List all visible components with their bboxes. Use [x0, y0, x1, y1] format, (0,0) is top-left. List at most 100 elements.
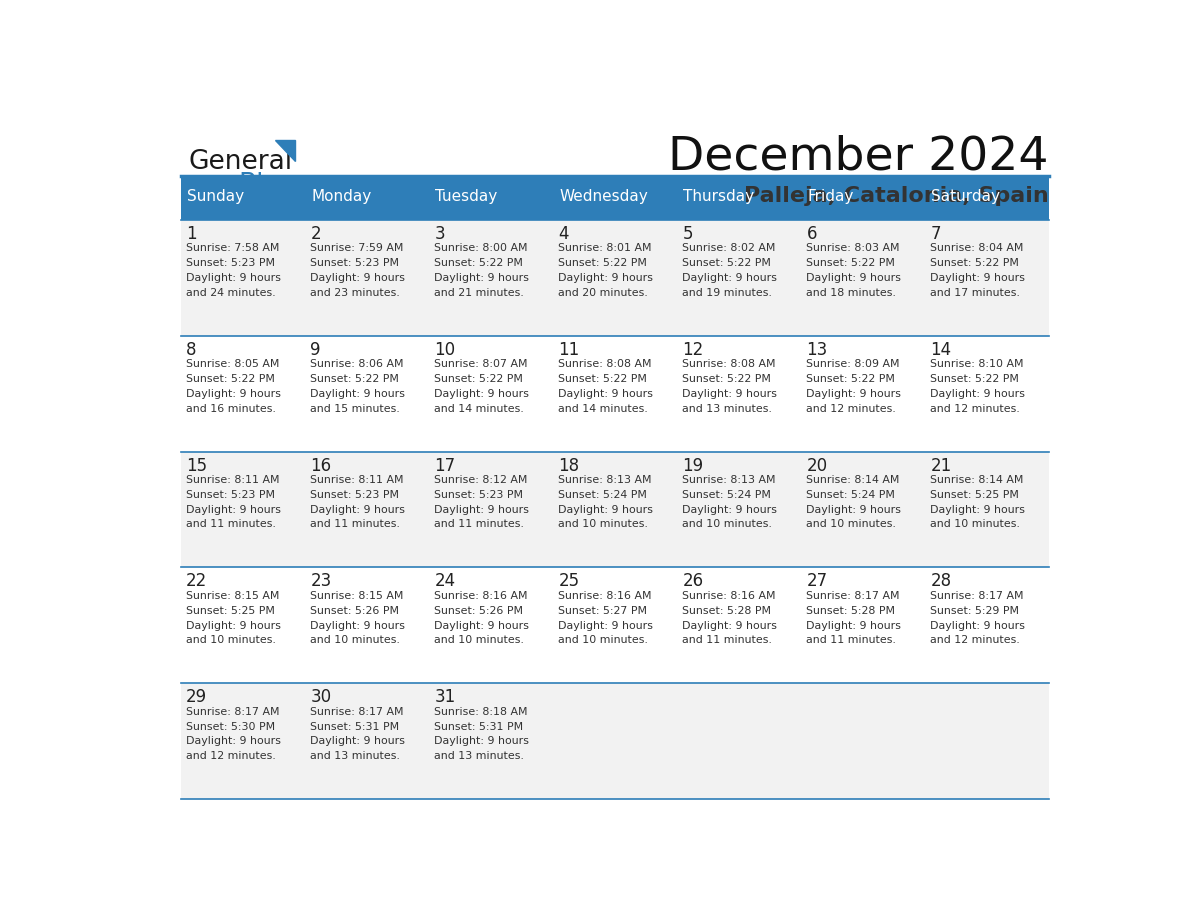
Text: Sunset: 5:22 PM: Sunset: 5:22 PM: [558, 374, 647, 384]
Text: Sunset: 5:23 PM: Sunset: 5:23 PM: [187, 489, 276, 499]
Text: Sunrise: 8:17 AM: Sunrise: 8:17 AM: [930, 591, 1024, 600]
Text: Sunrise: 8:03 AM: Sunrise: 8:03 AM: [807, 243, 899, 253]
Text: and 10 minutes.: and 10 minutes.: [310, 635, 400, 645]
Text: 31: 31: [435, 688, 455, 706]
Text: Daylight: 9 hours: Daylight: 9 hours: [310, 621, 405, 631]
FancyBboxPatch shape: [552, 452, 677, 567]
Text: Daylight: 9 hours: Daylight: 9 hours: [187, 621, 282, 631]
FancyBboxPatch shape: [429, 567, 552, 683]
Text: 6: 6: [807, 225, 817, 242]
Text: Daylight: 9 hours: Daylight: 9 hours: [682, 273, 777, 283]
Text: Daylight: 9 hours: Daylight: 9 hours: [807, 621, 902, 631]
Text: Sunrise: 7:59 AM: Sunrise: 7:59 AM: [310, 243, 404, 253]
Text: Sunrise: 8:04 AM: Sunrise: 8:04 AM: [930, 243, 1024, 253]
Text: 22: 22: [187, 573, 208, 590]
Text: and 24 minutes.: and 24 minutes.: [187, 287, 276, 297]
Text: Sunset: 5:22 PM: Sunset: 5:22 PM: [435, 258, 523, 268]
Text: 29: 29: [187, 688, 208, 706]
Text: Sunrise: 8:15 AM: Sunrise: 8:15 AM: [187, 591, 279, 600]
Text: Daylight: 9 hours: Daylight: 9 hours: [558, 388, 653, 398]
FancyBboxPatch shape: [181, 336, 305, 452]
Text: 18: 18: [558, 456, 580, 475]
Text: and 10 minutes.: and 10 minutes.: [435, 635, 524, 645]
Text: Daylight: 9 hours: Daylight: 9 hours: [682, 388, 777, 398]
Text: Daylight: 9 hours: Daylight: 9 hours: [930, 388, 1025, 398]
Text: and 10 minutes.: and 10 minutes.: [187, 635, 276, 645]
Text: Tuesday: Tuesday: [435, 189, 498, 204]
FancyBboxPatch shape: [181, 219, 305, 336]
Text: and 13 minutes.: and 13 minutes.: [682, 404, 772, 413]
Text: and 12 minutes.: and 12 minutes.: [930, 635, 1020, 645]
Text: and 12 minutes.: and 12 minutes.: [807, 404, 896, 413]
Text: 15: 15: [187, 456, 208, 475]
Text: Sunrise: 8:14 AM: Sunrise: 8:14 AM: [807, 475, 899, 485]
FancyBboxPatch shape: [801, 452, 925, 567]
Text: Daylight: 9 hours: Daylight: 9 hours: [310, 388, 405, 398]
Text: and 20 minutes.: and 20 minutes.: [558, 287, 649, 297]
Text: Sunset: 5:29 PM: Sunset: 5:29 PM: [930, 606, 1019, 616]
Text: Sunset: 5:22 PM: Sunset: 5:22 PM: [930, 258, 1019, 268]
Text: and 23 minutes.: and 23 minutes.: [310, 287, 400, 297]
Text: 4: 4: [558, 225, 569, 242]
Text: 17: 17: [435, 456, 455, 475]
Text: Daylight: 9 hours: Daylight: 9 hours: [435, 736, 530, 746]
Text: Daylight: 9 hours: Daylight: 9 hours: [930, 273, 1025, 283]
Text: and 11 minutes.: and 11 minutes.: [682, 635, 772, 645]
Text: Sunrise: 8:10 AM: Sunrise: 8:10 AM: [930, 359, 1024, 369]
Text: 13: 13: [807, 341, 828, 359]
Text: and 13 minutes.: and 13 minutes.: [435, 751, 524, 761]
FancyBboxPatch shape: [677, 683, 801, 800]
Text: and 19 minutes.: and 19 minutes.: [682, 287, 772, 297]
FancyBboxPatch shape: [429, 336, 552, 452]
Text: Daylight: 9 hours: Daylight: 9 hours: [807, 273, 902, 283]
Text: Sunrise: 8:12 AM: Sunrise: 8:12 AM: [435, 475, 527, 485]
Text: Thursday: Thursday: [683, 189, 754, 204]
Text: 5: 5: [682, 225, 693, 242]
Text: Sunday: Sunday: [188, 189, 245, 204]
Text: Daylight: 9 hours: Daylight: 9 hours: [435, 621, 530, 631]
Text: Sunrise: 8:13 AM: Sunrise: 8:13 AM: [682, 475, 776, 485]
Text: Sunrise: 8:17 AM: Sunrise: 8:17 AM: [187, 707, 279, 717]
Text: Daylight: 9 hours: Daylight: 9 hours: [558, 505, 653, 515]
Text: Daylight: 9 hours: Daylight: 9 hours: [558, 273, 653, 283]
Text: and 15 minutes.: and 15 minutes.: [310, 404, 400, 413]
Text: Sunset: 5:23 PM: Sunset: 5:23 PM: [310, 258, 399, 268]
Text: Daylight: 9 hours: Daylight: 9 hours: [187, 736, 282, 746]
Text: Sunrise: 8:06 AM: Sunrise: 8:06 AM: [310, 359, 404, 369]
Text: Daylight: 9 hours: Daylight: 9 hours: [435, 273, 530, 283]
Text: 21: 21: [930, 456, 952, 475]
Text: Sunrise: 8:16 AM: Sunrise: 8:16 AM: [682, 591, 776, 600]
Text: Sunrise: 8:16 AM: Sunrise: 8:16 AM: [435, 591, 527, 600]
Text: and 11 minutes.: and 11 minutes.: [435, 520, 524, 530]
Text: and 10 minutes.: and 10 minutes.: [558, 635, 649, 645]
Text: Sunrise: 8:16 AM: Sunrise: 8:16 AM: [558, 591, 652, 600]
Text: Sunset: 5:25 PM: Sunset: 5:25 PM: [187, 606, 276, 616]
FancyBboxPatch shape: [677, 567, 801, 683]
FancyBboxPatch shape: [181, 683, 305, 800]
Text: 10: 10: [435, 341, 455, 359]
Text: Sunset: 5:24 PM: Sunset: 5:24 PM: [807, 489, 896, 499]
Text: Daylight: 9 hours: Daylight: 9 hours: [807, 388, 902, 398]
Text: and 17 minutes.: and 17 minutes.: [930, 287, 1020, 297]
Text: Daylight: 9 hours: Daylight: 9 hours: [310, 736, 405, 746]
Text: and 12 minutes.: and 12 minutes.: [930, 404, 1020, 413]
Text: Daylight: 9 hours: Daylight: 9 hours: [682, 621, 777, 631]
Text: 9: 9: [310, 341, 321, 359]
FancyBboxPatch shape: [801, 683, 925, 800]
Text: Sunset: 5:22 PM: Sunset: 5:22 PM: [807, 374, 896, 384]
FancyBboxPatch shape: [181, 567, 305, 683]
FancyBboxPatch shape: [677, 452, 801, 567]
Text: Daylight: 9 hours: Daylight: 9 hours: [807, 505, 902, 515]
Text: Sunrise: 8:13 AM: Sunrise: 8:13 AM: [558, 475, 652, 485]
Text: 11: 11: [558, 341, 580, 359]
FancyBboxPatch shape: [305, 336, 429, 452]
Text: and 13 minutes.: and 13 minutes.: [310, 751, 400, 761]
Text: 3: 3: [435, 225, 446, 242]
Text: 7: 7: [930, 225, 941, 242]
Text: Daylight: 9 hours: Daylight: 9 hours: [310, 273, 405, 283]
Text: Sunset: 5:22 PM: Sunset: 5:22 PM: [682, 374, 771, 384]
Text: 24: 24: [435, 573, 455, 590]
Text: 27: 27: [807, 573, 828, 590]
Text: 23: 23: [310, 573, 331, 590]
Text: Sunset: 5:22 PM: Sunset: 5:22 PM: [310, 374, 399, 384]
